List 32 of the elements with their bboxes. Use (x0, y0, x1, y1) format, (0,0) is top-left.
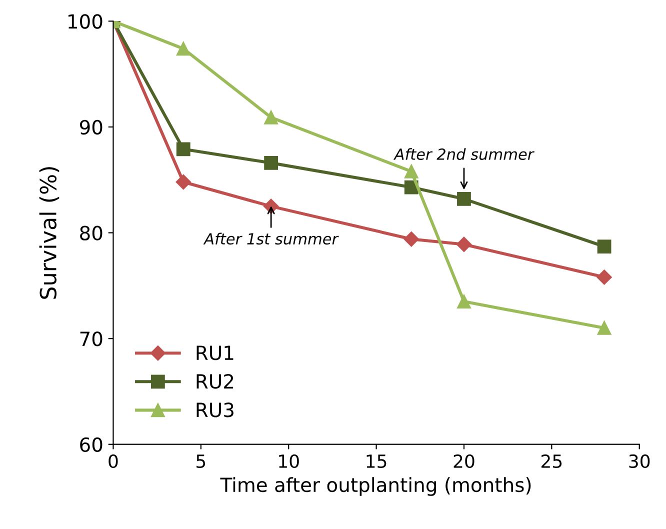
annotation: After 1st summer (203, 232, 339, 245)
y-tick-label: 80 (80, 226, 102, 240)
point (404, 232, 419, 247)
legend-label: RU3 (196, 402, 234, 418)
point (597, 321, 612, 335)
point (597, 240, 612, 254)
x-tick-label: 20 (454, 454, 474, 468)
y-tick-label: 100 (68, 14, 102, 29)
x-tick-label: 0 (108, 454, 118, 468)
point (176, 142, 190, 156)
legend-label: RU2 (196, 374, 234, 389)
x-tick-label: 30 (629, 454, 650, 468)
legend-label: RU1 (196, 346, 234, 360)
point (176, 174, 191, 190)
point (176, 42, 190, 56)
y-tick-label: 60 (80, 437, 102, 452)
point (457, 294, 471, 308)
x-tick-label: 5 (196, 454, 206, 468)
x-axis-title: Time after outplanting (months) (220, 477, 531, 496)
y-tick-label: 90 (80, 120, 102, 135)
point (264, 110, 278, 124)
x-tick-label: 15 (366, 454, 386, 468)
x-tick-label: 10 (279, 454, 299, 468)
y-axis-title: Survival (%) (39, 167, 60, 299)
point (264, 156, 278, 170)
y-tick-label: 70 (80, 332, 102, 346)
point (404, 164, 418, 178)
x-tick-label: 25 (542, 454, 562, 468)
point (596, 270, 612, 285)
point (457, 192, 471, 206)
point (456, 236, 472, 252)
annotation: After 2nd summer (393, 148, 534, 160)
